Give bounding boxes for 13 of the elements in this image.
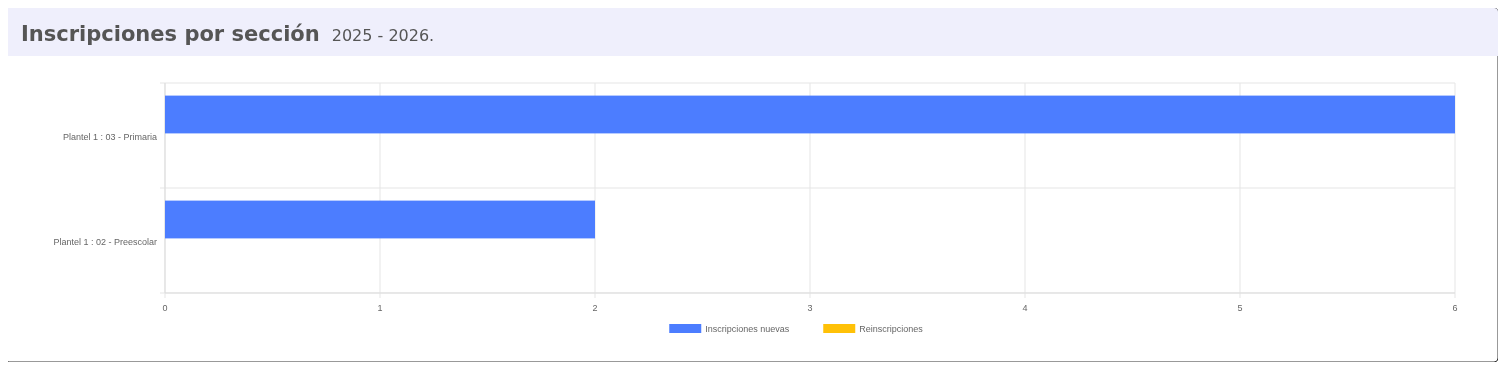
x-tick-label: 1	[377, 303, 383, 313]
y-tick-label: Plantel 1 : 03 - Primaria	[62, 131, 157, 142]
chart-title: Inscripciones por sección	[21, 22, 320, 46]
x-tick-label: 4	[1022, 303, 1028, 313]
legend-label: Inscripciones nuevas	[705, 324, 790, 334]
y-tick-label: Plantel 1 : 02 - Preescolar	[53, 236, 157, 247]
x-tick-label: 6	[1452, 303, 1458, 313]
chart-subtitle: 2025 - 2026.	[331, 26, 435, 45]
x-tick-label: 0	[162, 303, 168, 313]
x-tick-label: 5	[1237, 303, 1243, 313]
legend-label: Reinscripciones	[859, 324, 924, 334]
x-tick-label: 2	[592, 303, 598, 313]
x-tick-label: 3	[807, 303, 813, 313]
